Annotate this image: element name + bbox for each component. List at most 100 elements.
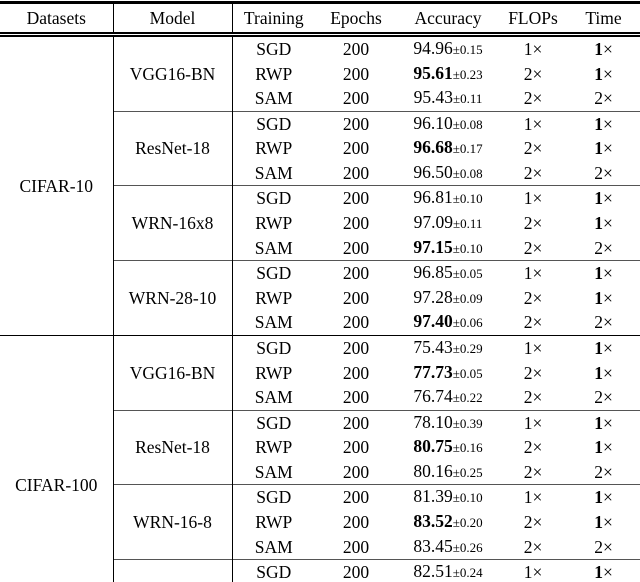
epochs-cell: 200 [342, 287, 370, 308]
training-cell: SGD [232, 409, 315, 436]
table-row: SAM 200 83.45±0.26 2× 2× [0, 535, 640, 560]
epochs-cell: 200 [315, 110, 397, 137]
times-symbol: × [602, 39, 613, 59]
accuracy-cell: 83.45±0.26 [397, 535, 499, 560]
time-cell: 2× [567, 385, 640, 410]
accuracy-std: ±0.09 [452, 290, 483, 306]
time-value: 2 [594, 387, 603, 408]
time-cell: 2× [567, 460, 640, 485]
training-cell: RWP [255, 362, 293, 383]
training-cell: RWP [255, 213, 293, 234]
accuracy-cell: 80.75±0.16 [397, 435, 499, 460]
flops-cell: 1× [499, 484, 567, 510]
model-cell: VGG16-BN [113, 34, 233, 112]
times-symbol: × [602, 263, 613, 284]
accuracy-mean: 97.15 [413, 236, 453, 257]
times-symbol: × [602, 487, 613, 508]
flops-cell: 2× [523, 387, 543, 408]
time-cell: 1× [567, 435, 640, 460]
times-symbol: × [602, 387, 613, 408]
time-value: 2 [594, 162, 603, 183]
accuracy-cell: 83.52±0.20 [397, 510, 499, 535]
time-cell: 1× [567, 559, 640, 582]
accuracy-cell: 97.15±0.10 [397, 236, 499, 261]
epochs-cell: 200 [342, 138, 370, 159]
table-row: SAM 200 95.43±0.11 2× 2× [0, 86, 640, 111]
accuracy-std: ±0.39 [452, 415, 483, 431]
model-cell: ResNet-18 [113, 110, 233, 186]
time-value: 1 [594, 511, 603, 532]
times-symbol: × [602, 162, 613, 183]
table-row: RWP 200 80.75±0.16 2× 1× [0, 435, 640, 460]
table-row: CIFAR-100 VGG16-BN SGD 200 75.43±0.29 1×… [0, 334, 640, 582]
epochs-cell: 200 [315, 185, 397, 212]
accuracy-cell: 81.39±0.10 [397, 484, 499, 510]
table-row: RWP 200 77.73±0.05 2× 1× [0, 361, 640, 386]
training-cell: SAM [254, 162, 293, 183]
dataset-cell: CIFAR-100 [0, 334, 114, 582]
epochs-cell: 200 [342, 162, 370, 183]
epochs-cell: 200 [342, 63, 370, 84]
training-cell: SAM [254, 312, 293, 333]
time-value: 1 [594, 263, 603, 284]
accuracy-mean: 82.51 [413, 561, 453, 582]
accuracy-cell: 80.16±0.25 [397, 460, 499, 485]
time-value: 2 [594, 461, 603, 482]
accuracy-mean: 77.73 [413, 361, 453, 382]
epochs-cell: 200 [342, 213, 370, 234]
table-row: CIFAR-10 VGG16-BN SGD 200 94.96±0.15 1× … [0, 34, 640, 336]
times-symbol: × [602, 437, 613, 458]
time-value: 1 [594, 39, 603, 59]
col-header-accuracy: Accuracy [397, 2, 499, 37]
accuracy-mean: 80.16 [413, 460, 453, 481]
epochs-cell: 200 [315, 559, 397, 582]
time-cell: 1× [567, 35, 640, 62]
times-symbol: × [602, 138, 613, 159]
flops-cell: 2× [523, 461, 543, 482]
col-header-model: Model [113, 2, 233, 37]
col-header-training: Training [232, 2, 315, 37]
epochs-cell: 200 [342, 461, 370, 482]
time-value: 1 [594, 437, 603, 458]
time-cell: 2× [567, 535, 640, 560]
col-header-epochs: Epochs [315, 2, 397, 37]
times-symbol: × [602, 88, 613, 109]
training-cell: SGD [232, 484, 315, 510]
model-cell: WRN-16-8 [113, 484, 233, 560]
time-value: 1 [594, 113, 603, 134]
accuracy-std: ±0.10 [452, 191, 483, 207]
times-symbol: × [602, 287, 613, 308]
col-header-time: Time [567, 2, 640, 37]
time-cell: 1× [567, 260, 640, 286]
accuracy-std: ±0.16 [452, 440, 483, 456]
epochs-cell: 200 [342, 237, 370, 258]
time-value: 2 [594, 237, 603, 258]
training-cell: RWP [255, 511, 293, 532]
epochs-cell: 200 [342, 88, 370, 109]
epochs-cell: 200 [342, 511, 370, 532]
accuracy-cell: 77.73±0.05 [397, 361, 499, 386]
epochs-cell: 200 [342, 312, 370, 333]
table-row: ResNet-18 SGD 200 96.10±0.08 1× 1× [0, 110, 640, 186]
accuracy-cell: 96.68±0.17 [397, 136, 499, 161]
times-symbol: × [602, 362, 613, 383]
accuracy-cell: 95.61±0.23 [397, 62, 499, 87]
table-row: WRN-16x8 SGD 200 96.81±0.10 1× 1× [0, 185, 640, 261]
accuracy-std: ±0.25 [452, 464, 483, 480]
accuracy-mean: 95.43 [413, 87, 453, 108]
flops-cell: 2× [523, 511, 543, 532]
time-value: 1 [594, 362, 603, 383]
time-cell: 1× [567, 136, 640, 161]
accuracy-mean: 75.43 [413, 336, 453, 357]
accuracy-mean: 96.10 [413, 112, 453, 133]
accuracy-mean: 97.09 [413, 212, 453, 233]
table-row: WRN-28-10 SGD 200 82.51±0.24 1× 1× [0, 559, 640, 582]
accuracy-std: ±0.17 [452, 141, 483, 157]
accuracy-mean: 78.10 [413, 411, 453, 432]
time-cell: 2× [567, 161, 640, 186]
accuracy-mean: 97.28 [413, 286, 453, 307]
table-row: RWP 200 97.28±0.09 2× 1× [0, 286, 640, 311]
time-value: 1 [594, 63, 603, 84]
table-row: SAM 200 76.74±0.22 2× 2× [0, 385, 640, 410]
times-symbol: × [602, 337, 613, 358]
